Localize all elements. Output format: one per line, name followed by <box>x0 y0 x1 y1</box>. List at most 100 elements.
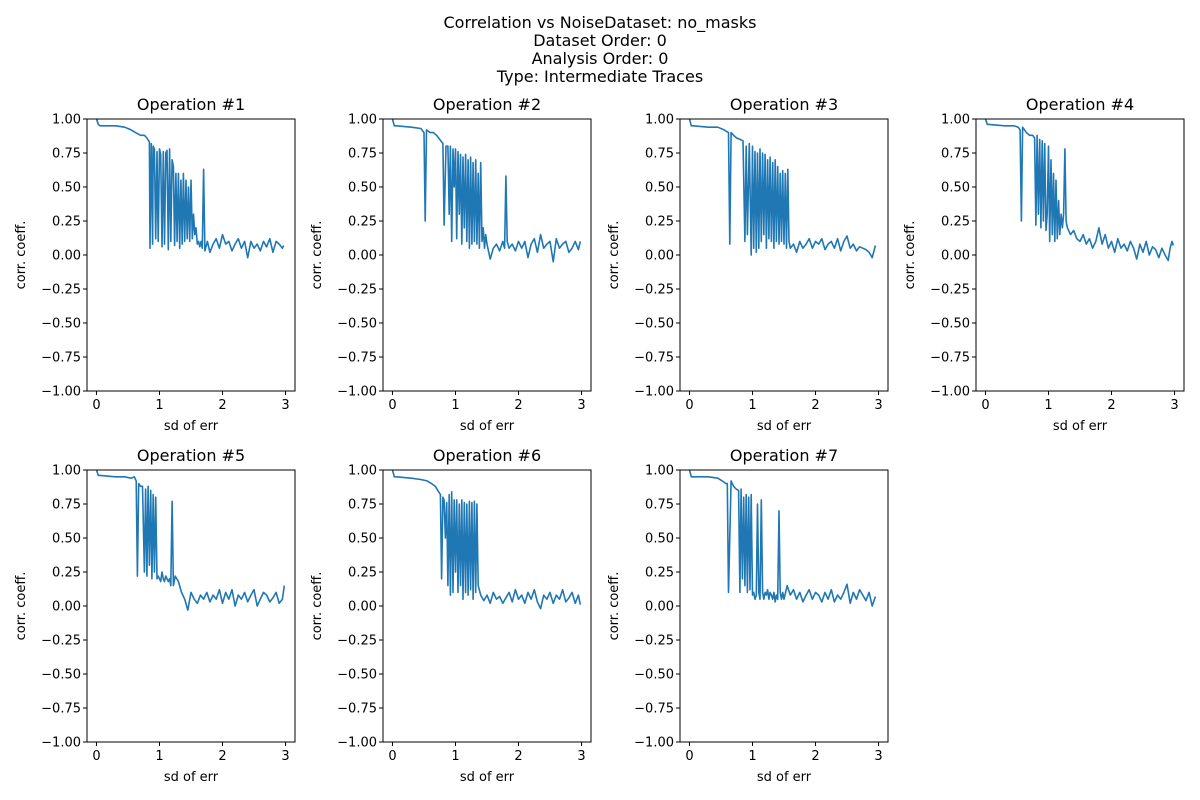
figure-title-line: Type: Intermediate Traces <box>496 67 703 86</box>
y-tick-label: 0.75 <box>645 498 674 513</box>
y-tick-label: 0.00 <box>645 249 674 264</box>
x-tick-label: 2 <box>811 749 819 764</box>
y-tick-label: 0.00 <box>52 600 81 615</box>
x-tick-label: 0 <box>388 398 396 413</box>
y-tick-label: 1.00 <box>645 464 674 479</box>
y-tick-label: 0.25 <box>348 215 377 230</box>
y-tick-label: −1.00 <box>634 385 674 400</box>
y-tick-label: −0.50 <box>337 668 377 683</box>
y-tick-label: −1.00 <box>337 736 377 751</box>
y-tick-label: 0.50 <box>941 181 970 196</box>
y-tick-label: 1.00 <box>348 113 377 128</box>
y-tick-label: 0.00 <box>348 249 377 264</box>
y-tick-label: −0.75 <box>41 351 81 366</box>
subplot-operation-4: Operation #4 −1.00 −0.75 −0.50 −0.25 0.00 0.25… <box>903 95 1185 434</box>
y-tick-label: −0.75 <box>634 702 674 717</box>
y-tick-label: 1.00 <box>52 464 81 479</box>
y-tick-label: 0.25 <box>52 566 81 581</box>
subplot-title: Operation #2 <box>433 95 541 114</box>
axes-frame <box>86 469 296 743</box>
y-tick-label: 1.00 <box>348 464 377 479</box>
y-tick-label: −0.25 <box>41 283 81 298</box>
y-tick-label: −0.75 <box>41 702 81 717</box>
x-tick-label: 3 <box>577 749 585 764</box>
y-tick-label: 0.75 <box>52 147 81 162</box>
x-tick-label: 2 <box>514 749 522 764</box>
subplot-title: Operation #4 <box>1026 95 1134 114</box>
y-tick-label: 0.25 <box>941 215 970 230</box>
x-tick-label: 0 <box>92 749 100 764</box>
y-axis-label: corr. coeff. <box>14 572 29 641</box>
subplot-operation-1: Operation #1 −1.00 −0.75 −0.50 −0.25 0.00 0.25… <box>14 95 296 434</box>
y-tick-label: −0.25 <box>634 634 674 649</box>
series-line <box>984 118 1175 262</box>
x-tick-label: 0 <box>388 749 396 764</box>
x-axis-label: sd of err <box>460 419 515 434</box>
x-axis-label: sd of err <box>460 770 515 785</box>
y-tick-label: 0.50 <box>645 532 674 547</box>
x-tick-label: 3 <box>281 398 289 413</box>
x-axis-label: sd of err <box>757 770 812 785</box>
y-tick-label: 0.50 <box>645 181 674 196</box>
y-tick-label: 0.75 <box>348 147 377 162</box>
axes-frame <box>382 469 592 743</box>
y-tick-label: 0.75 <box>645 147 674 162</box>
subplot-title: Operation #6 <box>433 446 541 465</box>
y-tick-label: −1.00 <box>41 736 81 751</box>
x-tick-label: 3 <box>1170 398 1178 413</box>
x-tick-label: 3 <box>874 749 882 764</box>
y-tick-label: −0.25 <box>337 283 377 298</box>
axes-frame <box>382 118 592 392</box>
subplot-operation-2: Operation #2 −1.00 −0.75 −0.50 −0.25 0.00 0.25… <box>310 95 592 434</box>
y-tick-label: −0.50 <box>41 317 81 332</box>
y-tick-label: 1.00 <box>52 113 81 128</box>
y-tick-label: −0.75 <box>337 702 377 717</box>
y-tick-label: 0.75 <box>941 147 970 162</box>
y-tick-label: −0.25 <box>337 634 377 649</box>
y-tick-label: 0.00 <box>52 249 81 264</box>
y-tick-label: 0.75 <box>52 498 81 513</box>
series-line <box>391 118 582 263</box>
y-tick-label: 1.00 <box>645 113 674 128</box>
axes-frame <box>679 118 889 392</box>
y-axis-label: corr. coeff. <box>607 221 622 290</box>
subplot-operation-7: Operation #7 −1.00 −0.75 −0.50 −0.25 0.00 0.25… <box>607 446 889 785</box>
x-tick-label: 1 <box>451 398 459 413</box>
series-line <box>95 469 286 611</box>
x-tick-label: 2 <box>811 398 819 413</box>
x-axis-label: sd of err <box>1053 419 1108 434</box>
figure-title-line: Correlation vs NoiseDataset: no_masks <box>444 13 757 33</box>
y-tick-label: 0.00 <box>645 600 674 615</box>
y-tick-label: 0.50 <box>348 181 377 196</box>
x-tick-label: 2 <box>514 398 522 413</box>
x-axis-label: sd of err <box>757 419 812 434</box>
y-tick-label: 1.00 <box>941 113 970 128</box>
figure-title: Correlation vs NoiseDataset: no_masks Da… <box>444 13 757 86</box>
x-tick-label: 0 <box>685 749 693 764</box>
subplot-title: Operation #7 <box>730 446 838 465</box>
x-tick-label: 1 <box>748 749 756 764</box>
x-tick-label: 3 <box>281 749 289 764</box>
subplot-title: Operation #1 <box>137 95 245 114</box>
y-axis-label: corr. coeff. <box>310 572 325 641</box>
subplot-title: Operation #5 <box>137 446 245 465</box>
y-tick-label: −0.75 <box>337 351 377 366</box>
x-tick-label: 2 <box>218 398 226 413</box>
axes-frame <box>679 469 889 743</box>
subplot-title: Operation #3 <box>730 95 838 114</box>
y-tick-label: 0.00 <box>348 600 377 615</box>
x-axis-label: sd of err <box>164 419 219 434</box>
y-tick-label: −0.25 <box>634 283 674 298</box>
y-axis-label: corr. coeff. <box>903 221 918 290</box>
y-tick-label: −0.75 <box>634 351 674 366</box>
x-tick-label: 1 <box>451 749 459 764</box>
y-tick-label: 0.25 <box>645 566 674 581</box>
x-tick-label: 1 <box>1044 398 1052 413</box>
axes-frame <box>975 118 1185 392</box>
x-tick-label: 0 <box>92 398 100 413</box>
x-tick-label: 0 <box>981 398 989 413</box>
y-tick-label: 0.25 <box>645 215 674 230</box>
subplots: Operation #1 −1.00 −0.75 −0.50 −0.25 0.00 0.25… <box>14 95 1185 785</box>
y-tick-label: −0.50 <box>634 317 674 332</box>
